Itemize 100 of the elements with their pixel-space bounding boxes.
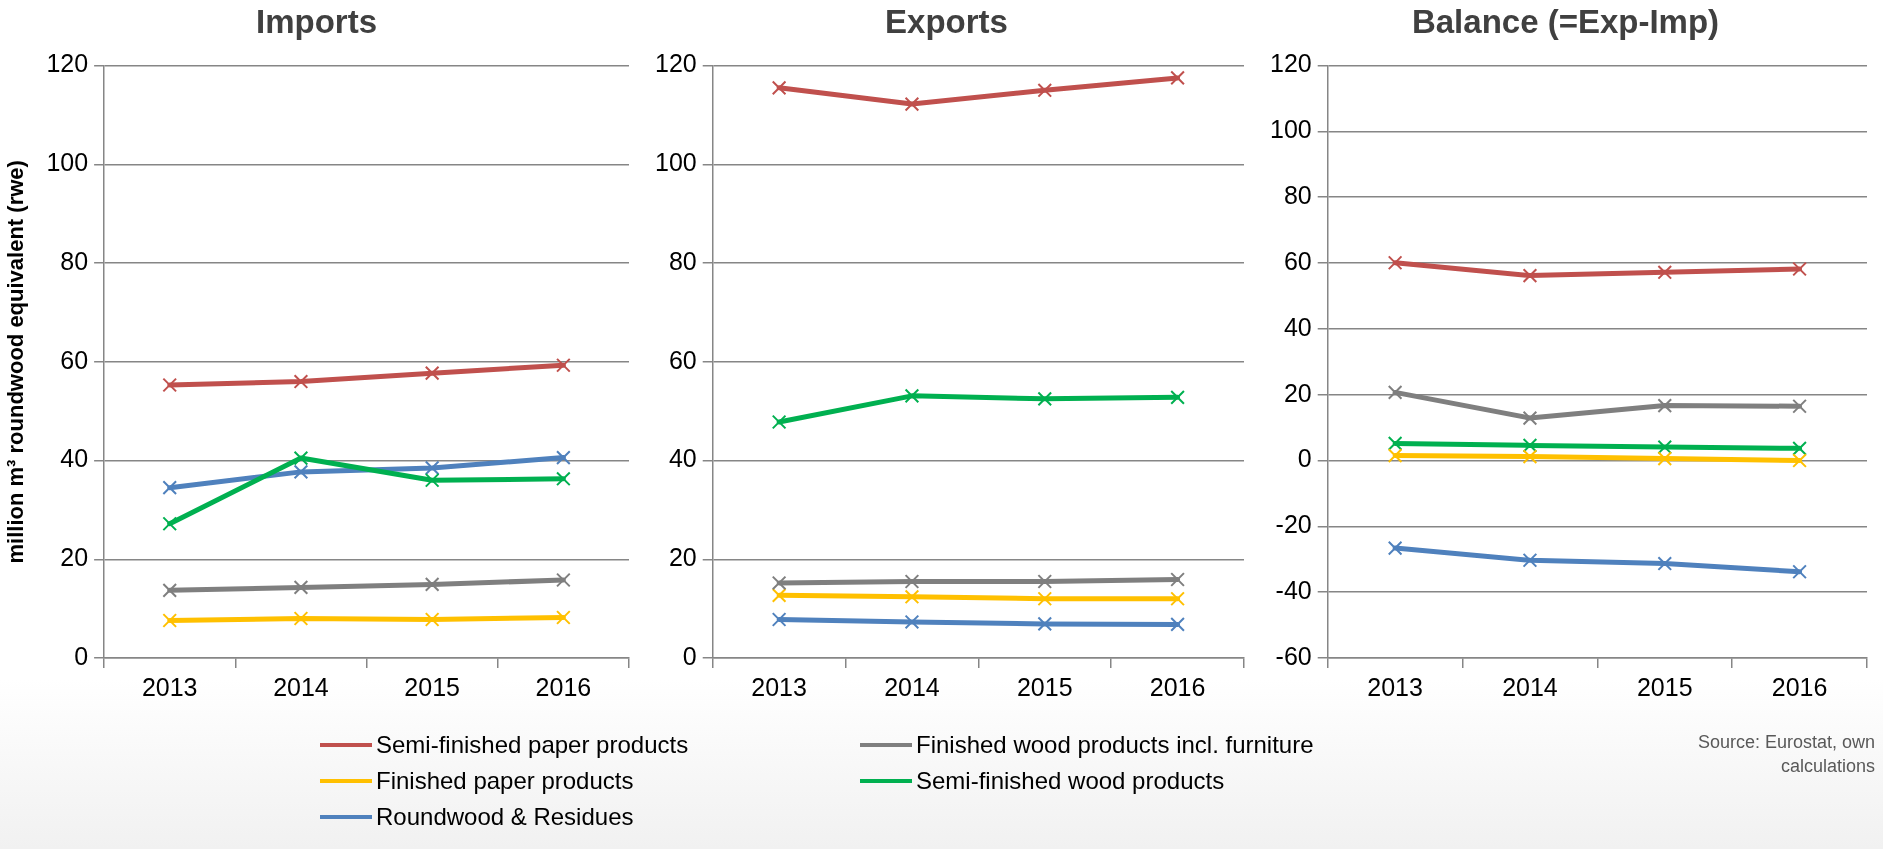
y-axis-title: million m³ roundwood equivalent (rwe) [3,160,29,564]
x-tick-label: 2013 [141,672,198,701]
point [1170,591,1185,607]
point [1792,564,1807,580]
y-tick-label: 120 [46,49,89,78]
y-tick-label: 60 [60,345,89,374]
point [1037,591,1053,607]
point [162,516,178,532]
x-tick-label: 2014 [273,672,329,701]
point [1037,574,1053,589]
legend-label: Semi-finished wood products [916,767,1225,795]
point [1522,449,1538,464]
point [1657,398,1673,413]
y-tick-label: 120 [1269,49,1312,78]
point [1387,385,1403,400]
legend-label: Semi-finished paper products [376,731,689,759]
point [1037,616,1053,632]
chart-title: Balance (=Exp-Imp) [1411,2,1720,40]
point [1387,255,1403,271]
y-tick-label: 0 [74,641,89,670]
point [771,80,787,96]
y-tick-label: 20 [668,543,697,572]
point [556,471,571,487]
y-tick-label: 60 [668,345,697,374]
legend-label: Finished paper products [376,767,634,795]
point [904,574,920,589]
point [424,612,440,627]
legend-label: Roundwood & Residues [376,803,634,831]
y-tick-label: 40 [1283,312,1312,341]
y-tick-label: 0 [682,641,697,670]
y-tick-label: 40 [668,444,697,473]
point [1522,268,1538,283]
y-tick-label: 80 [668,246,697,275]
point [293,464,309,480]
point [1387,448,1403,463]
x-tick-label: 2015 [1636,672,1693,701]
x-tick-label: 2014 [884,672,940,701]
point [771,575,787,591]
x-tick-label: 2015 [404,672,460,701]
point [424,460,440,476]
point [904,589,920,605]
y-tick-label: 80 [1283,181,1312,210]
point [1792,440,1807,456]
point [1792,398,1807,414]
point [1170,617,1185,632]
point [162,480,178,496]
x-tick-label: 2016 [1771,672,1828,701]
point [556,450,571,465]
y-tick-label: -40 [1275,576,1312,605]
y-tick-label: 20 [1283,378,1312,407]
point [771,414,787,430]
point [162,583,178,598]
y-tick-label: -20 [1275,510,1312,539]
point [1657,264,1673,280]
point [293,374,309,389]
point [1522,552,1538,568]
source-note: Source: Eurostat, own calculations [1696,731,1875,778]
point [424,365,440,381]
y-tick-label: 40 [60,444,89,473]
point [771,612,787,627]
x-tick-label: 2014 [1502,672,1558,701]
point [424,472,440,488]
point [293,580,309,595]
point [1657,451,1673,466]
point [1657,556,1673,571]
x-tick-label: 2016 [535,672,592,701]
point [1170,389,1185,405]
point [1387,436,1403,451]
point [1522,410,1538,426]
chart-title: Imports [255,2,378,40]
y-tick-label: 0 [1297,444,1312,473]
x-tick-label: 2013 [751,672,807,701]
point [1387,540,1403,556]
y-tick-label: 100 [1269,115,1312,144]
point [904,388,920,404]
legend-label: Finished wood products incl. furniture [916,731,1314,759]
y-tick-label: 100 [654,148,697,177]
point [1170,572,1185,587]
x-tick-label: 2013 [1367,672,1423,701]
x-tick-label: 2016 [1149,672,1206,701]
point [1522,438,1538,453]
point [1657,439,1673,455]
x-tick-label: 2015 [1016,672,1073,701]
point [1792,453,1807,468]
point [293,450,309,466]
point [904,96,920,112]
point [424,577,440,592]
point [771,587,787,603]
point [556,610,571,625]
point [556,357,571,373]
y-tick-label: 100 [46,148,89,177]
point [162,613,178,628]
point [1792,261,1807,277]
point [556,572,571,588]
y-tick-label: 60 [1283,246,1312,275]
chart-title: Exports [885,2,1008,40]
point [904,614,920,630]
point [162,377,178,393]
point [1170,70,1185,86]
y-tick-label: -60 [1275,641,1312,670]
